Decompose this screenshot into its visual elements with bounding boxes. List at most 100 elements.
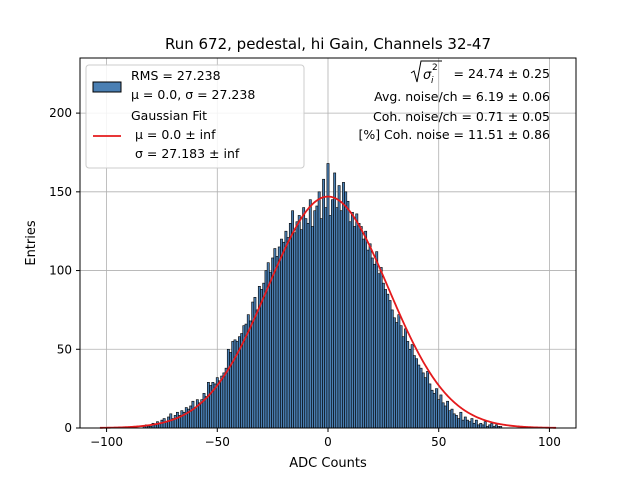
histogram-bar (375, 251, 379, 429)
histogram-bar (315, 205, 319, 429)
histogram-bar (304, 218, 308, 429)
histogram-bar (313, 210, 317, 429)
histogram-bar (353, 226, 356, 429)
histogram-bar (339, 210, 343, 429)
histogram-bar (428, 383, 432, 429)
x-tick-label: −100 (90, 435, 123, 449)
histogram-bar (379, 267, 383, 429)
histogram-bar (366, 249, 370, 429)
legend-fit-mu: μ = 0.0 ± inf (135, 127, 216, 142)
histogram-bar (424, 377, 427, 429)
histogram-bar (408, 348, 412, 429)
histogram-bar (319, 218, 323, 429)
histogram-bar (191, 400, 195, 429)
histogram-bar (273, 248, 277, 429)
histogram-bar (439, 394, 443, 429)
svg-text:i: i (431, 76, 434, 86)
histogram-bar (359, 226, 363, 429)
histogram-bar (370, 257, 374, 429)
histogram-bar (176, 411, 179, 429)
histogram-bar (204, 396, 208, 429)
histogram-bar (286, 237, 290, 429)
histogram-bar (362, 238, 365, 429)
histogram-bar (269, 271, 272, 429)
histogram-bar (173, 415, 177, 429)
histogram-bar (463, 416, 467, 429)
histogram-bar (311, 226, 314, 429)
histogram-bar (193, 407, 197, 429)
histogram-bar (346, 200, 350, 429)
y-axis-ticks: 0 50 100 150 200 (49, 106, 80, 435)
histogram-bar (288, 223, 292, 429)
histogram-bar (397, 314, 401, 429)
histogram-bar (293, 232, 297, 429)
histogram-bar (262, 282, 266, 429)
y-tick-label: 200 (49, 106, 72, 120)
histogram-bar (437, 399, 441, 429)
histogram-bar (277, 246, 281, 429)
y-tick-label: 50 (57, 342, 72, 356)
histogram-bar (430, 389, 434, 429)
histogram-bar (415, 358, 418, 429)
histogram-bar (249, 320, 252, 429)
x-axis-label: ADC Counts (289, 456, 367, 471)
histogram-bar (479, 422, 483, 429)
histogram-bar (231, 341, 235, 429)
histogram-bar (195, 399, 199, 429)
histogram-bar (417, 364, 421, 429)
histogram-bar (450, 408, 454, 429)
chart-title: Run 672, pedestal, hi Gain, Channels 32-… (165, 35, 491, 53)
histogram-bar (474, 419, 478, 429)
histogram-bar (441, 402, 445, 429)
histogram-bar (368, 243, 372, 429)
x-tick-label: 0 (324, 435, 332, 449)
histogram-bar (386, 293, 390, 429)
histogram-bar (377, 273, 381, 429)
sqrt-sigma-symbol: σ i 2 (410, 60, 442, 86)
histogram-bar (335, 207, 339, 429)
histogram-bar (470, 418, 474, 429)
histogram-bar (322, 178, 325, 429)
histogram-bar (406, 341, 410, 429)
svg-text:2: 2 (432, 63, 438, 73)
x-tick-label: 50 (431, 435, 446, 449)
histogram-bar (297, 215, 301, 429)
histogram-bar (333, 172, 337, 429)
histogram-bar (284, 230, 288, 429)
histogram-bar (218, 380, 221, 429)
histogram-bar (466, 419, 469, 429)
histogram-bar (357, 223, 361, 429)
histogram-bar (443, 405, 447, 429)
histogram-bar (461, 419, 465, 429)
histogram-bar (426, 371, 430, 429)
y-axis-label: Entries (24, 220, 39, 266)
histogram-bar (326, 163, 330, 429)
histogram-bar (344, 191, 348, 429)
histogram-bar (412, 355, 416, 429)
histogram-bar (457, 418, 461, 429)
histogram-bar (306, 223, 310, 429)
histogram-bar (300, 229, 303, 429)
histogram-bar (410, 344, 414, 429)
histogram-bar (459, 411, 463, 429)
histogram-bar (282, 241, 286, 429)
histogram-bar (324, 207, 328, 429)
x-tick-label: −50 (205, 435, 230, 449)
histogram-bar (395, 322, 399, 429)
y-tick-label: 150 (49, 185, 72, 199)
histogram-bar (483, 421, 487, 429)
stats-line-3: Coh. noise/ch = 0.71 ± 0.05 (373, 109, 550, 124)
y-tick-label: 0 (64, 421, 72, 435)
x-axis-ticks: −100 −50 0 50 100 (90, 428, 561, 449)
histogram-bar (317, 191, 321, 429)
histogram-bar (180, 410, 184, 429)
legend-histogram-label: RMS = 27.238 (131, 68, 221, 83)
histogram-bar (291, 210, 294, 429)
noise-stats: σ i 2 = 24.74 ± 0.25 Avg. noise/ch = 6.1… (358, 60, 550, 142)
histogram-bar (401, 336, 405, 429)
histogram-bar (280, 238, 283, 429)
histogram-bar (364, 230, 368, 429)
histogram-bar (222, 372, 226, 429)
histogram-bar (260, 289, 263, 429)
